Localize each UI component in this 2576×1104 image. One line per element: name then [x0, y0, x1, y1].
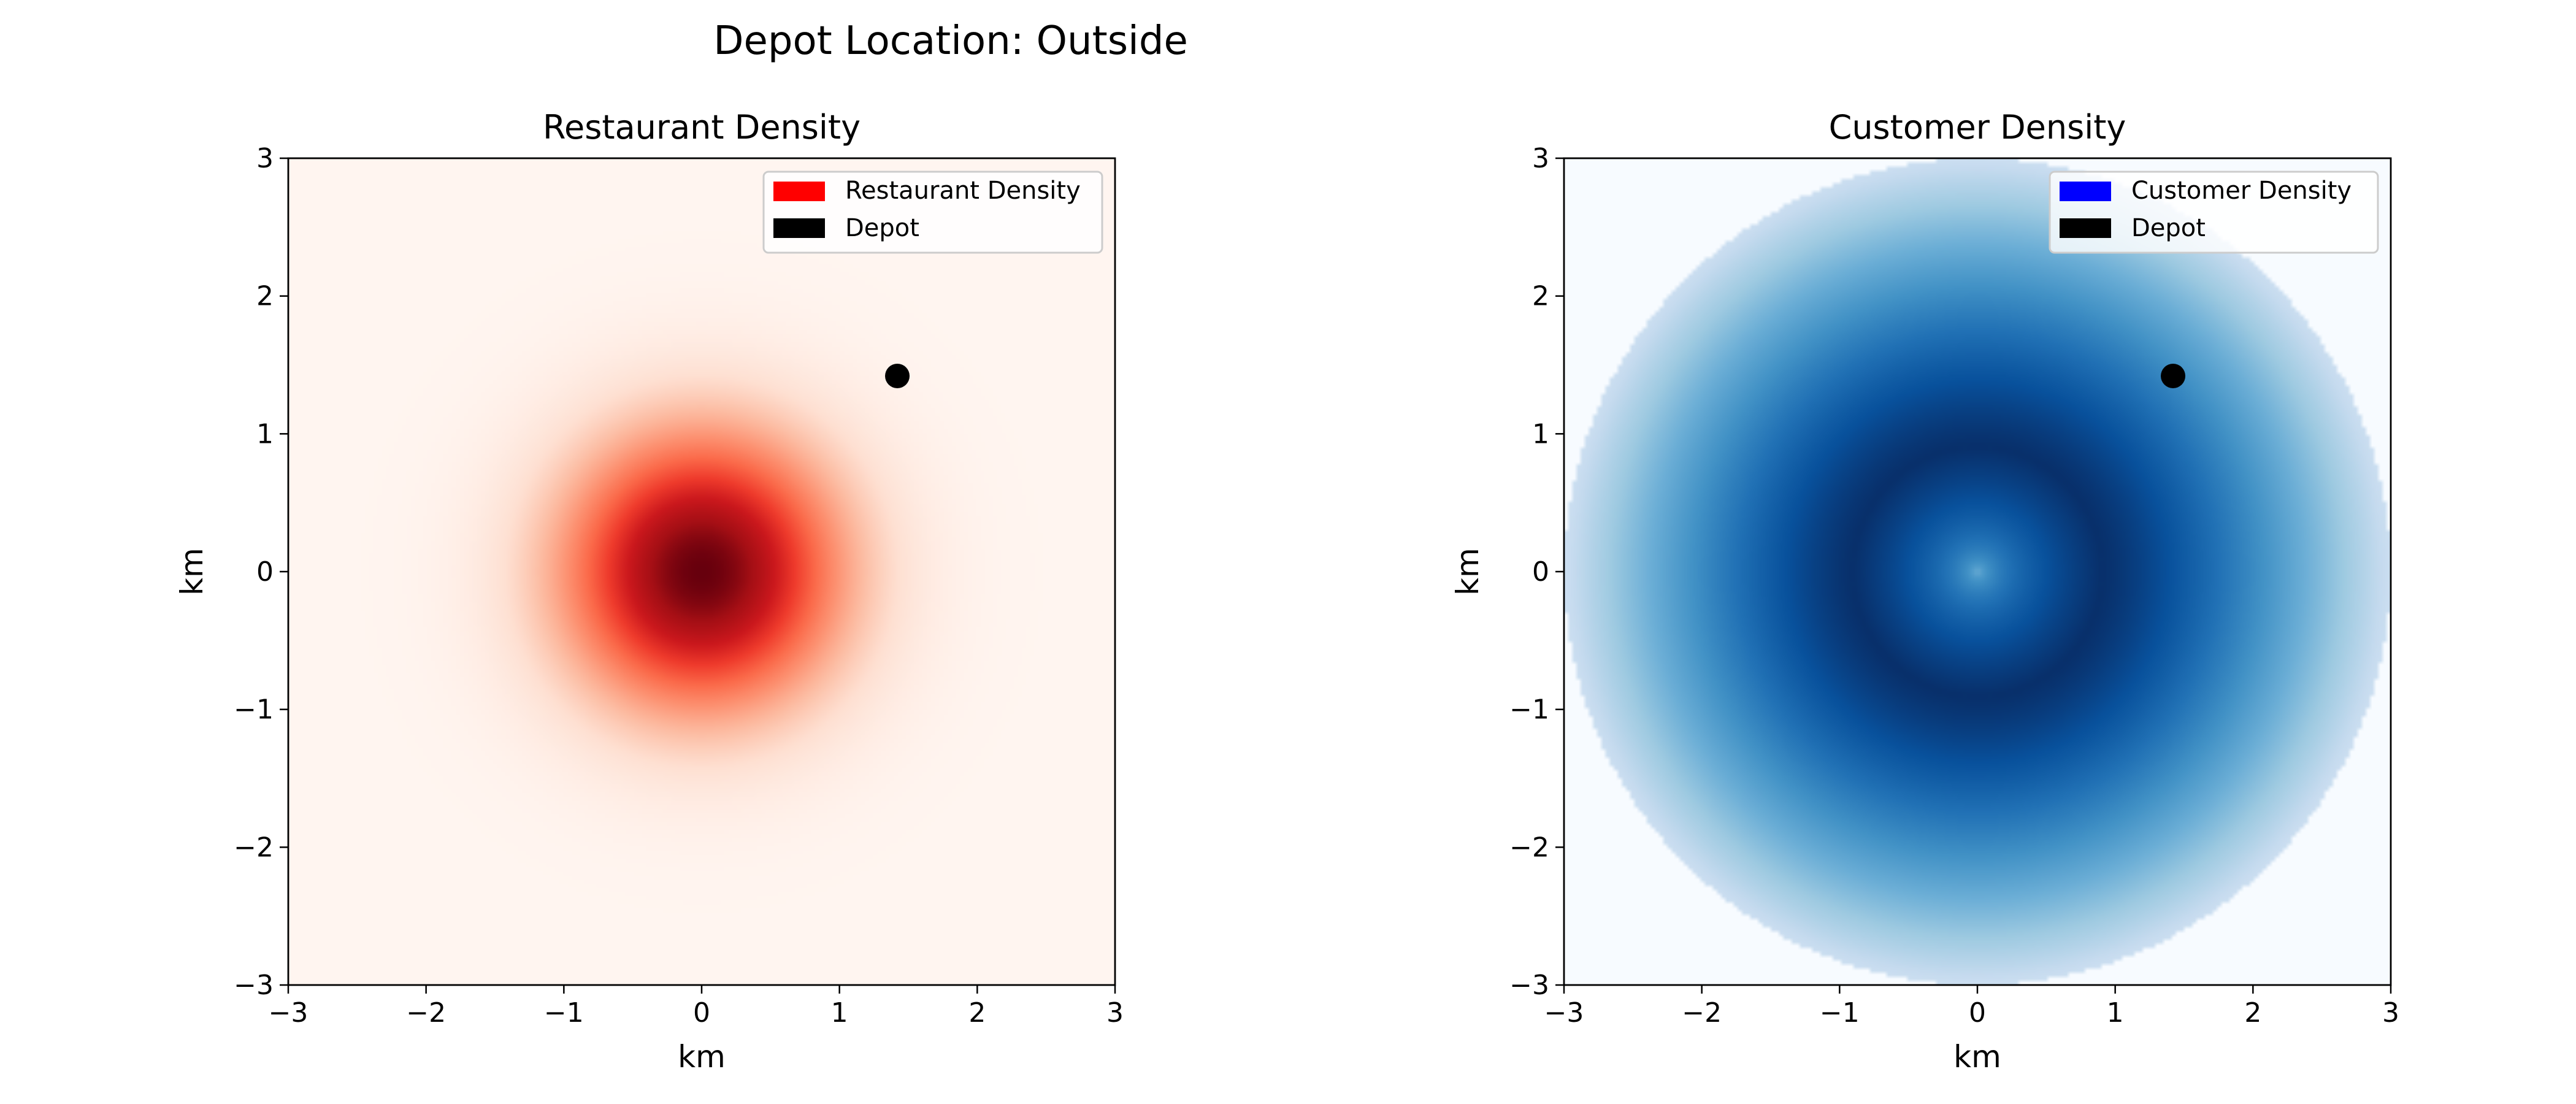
y-tick-label: 1: [256, 418, 274, 450]
customer-legend-frame: [2049, 171, 2379, 254]
y-tick-label: −2: [1509, 832, 1549, 863]
customer-density-heatmap: [1564, 158, 2391, 985]
y-tick-label: 2: [256, 281, 274, 312]
restaurant-panel-title: Restaurant Density: [543, 108, 861, 147]
y-tick-label: −2: [234, 832, 274, 863]
restaurant-y-axis-label: km: [174, 548, 210, 596]
restaurant-axes-frame: [287, 157, 1116, 986]
restaurant-legend-label: Restaurant Density: [845, 177, 1081, 205]
restaurant-legend: Restaurant Density Depot: [762, 171, 1103, 254]
y-tick-label: −3: [1509, 970, 1549, 1001]
restaurant-depot-marker: [885, 363, 910, 388]
x-tick-label: 0: [693, 997, 710, 1029]
x-tick-label: 3: [1106, 997, 1124, 1029]
x-tick-label: −3: [1544, 997, 1584, 1029]
x-tick-label: 3: [2382, 997, 2399, 1029]
customer-y-axis-label: km: [1450, 548, 1485, 596]
restaurant-legend-swatch: [773, 182, 825, 201]
restaurant-density-heatmap: [288, 158, 1115, 985]
x-tick-label: −1: [544, 997, 584, 1029]
customer-legend-swatch: [2060, 182, 2111, 201]
y-tick-label: 0: [1532, 556, 1549, 588]
x-tick-label: −3: [269, 997, 309, 1029]
customer-axes-frame: [1563, 157, 2392, 986]
depot-legend-swatch: [773, 218, 825, 238]
customer-legend-label: Customer Density: [2131, 177, 2352, 205]
customer-density-panel: Customer Density −3 −2 −1 0 1 2 3 −3 −2 −1 0 1 2 3 km…: [1450, 108, 2399, 1075]
y-tick-label: 2: [1532, 281, 1549, 312]
x-tick-label: 0: [1969, 997, 1986, 1029]
y-tick-label: 3: [256, 143, 274, 174]
depot-legend-label: Depot: [2131, 214, 2206, 242]
y-tick-label: 3: [1532, 143, 1549, 174]
restaurant-x-axis-label: km: [678, 1039, 726, 1075]
x-tick-label: 1: [831, 997, 848, 1029]
x-tick-label: 2: [2244, 997, 2261, 1029]
depot-legend-swatch: [2060, 218, 2111, 238]
customer-x-axis-label: km: [1953, 1039, 2001, 1075]
x-tick-label: −2: [406, 997, 446, 1029]
y-tick-label: 1: [1532, 418, 1549, 450]
customer-legend: Customer Density Depot: [2049, 171, 2379, 254]
x-tick-label: 1: [2107, 997, 2124, 1029]
customer-depot-marker: [2161, 363, 2186, 388]
restaurant-legend-frame: [762, 171, 1103, 254]
customer-panel-title: Customer Density: [1829, 108, 2126, 147]
y-tick-label: −3: [234, 970, 274, 1001]
figure-title: Depot Location: Outside: [713, 18, 1188, 64]
x-tick-label: −1: [1820, 997, 1860, 1029]
y-tick-label: −1: [1509, 694, 1549, 726]
y-tick-label: 0: [256, 556, 274, 588]
depot-legend-label: Depot: [845, 214, 919, 242]
y-tick-label: −1: [234, 694, 274, 726]
restaurant-density-panel: Restaurant Density −3 −2 −1 0 1 2 3−3−2−10123 …: [174, 108, 1124, 1075]
x-tick-label: −2: [1682, 997, 1722, 1029]
x-tick-label: 2: [968, 997, 986, 1029]
